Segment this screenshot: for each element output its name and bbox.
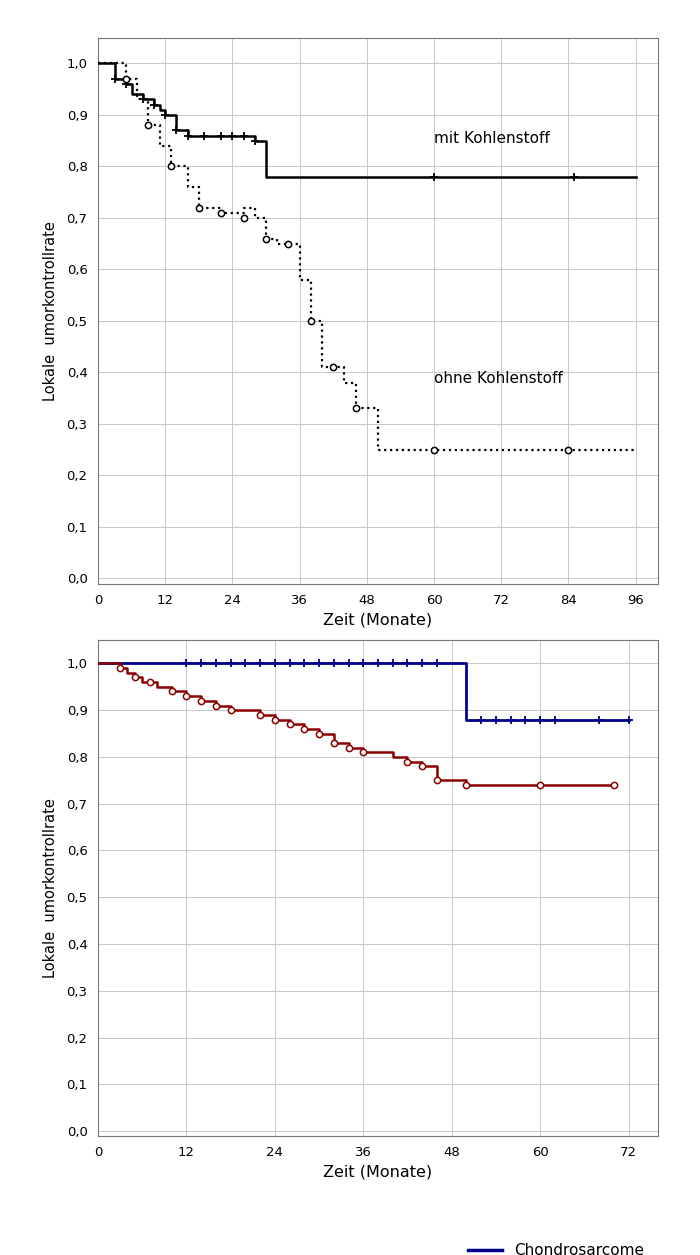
Text: ohne Kohlenstoff: ohne Kohlenstoff bbox=[434, 371, 563, 387]
Y-axis label: Lokale  umorkontrollrate: Lokale umorkontrollrate bbox=[43, 221, 58, 400]
X-axis label: Zeit (Monate): Zeit (Monate) bbox=[323, 612, 433, 628]
Legend: Chondrosarcome, Chordome: Chondrosarcome, Chordome bbox=[462, 1237, 650, 1255]
Y-axis label: Lokale  umorkontrollrate: Lokale umorkontrollrate bbox=[43, 798, 58, 978]
Text: mit Kohlenstoff: mit Kohlenstoff bbox=[434, 131, 550, 146]
X-axis label: Zeit (Monate): Zeit (Monate) bbox=[323, 1165, 433, 1180]
